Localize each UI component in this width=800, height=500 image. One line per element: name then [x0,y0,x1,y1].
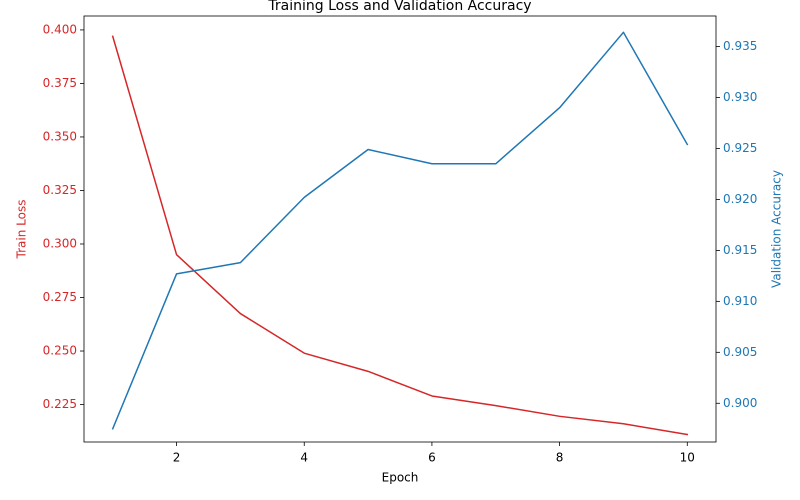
x-tick-label: 4 [300,451,308,465]
x-tick-label: 6 [428,451,436,465]
plot-frame [83,15,717,443]
y-left-tick-label: 0.325 [43,183,77,197]
y-left-tick-label: 0.300 [43,236,77,250]
series-line-left [111,35,689,436]
x-axis: 2 4 6 8 10 [173,442,695,465]
y-axis-right-title: Validation Accuracy [770,170,784,288]
y-right-tick-label: 0.915 [723,243,757,257]
x-tick-label: 8 [556,451,564,465]
y-left-tick-label: 0.225 [43,397,77,411]
chart-title: Training Loss and Validation Accuracy [267,0,531,14]
y-right-tick-label: 0.910 [723,294,757,308]
y-left-tick-label: 0.350 [43,129,77,143]
y-right-tick-label: 0.920 [723,192,757,206]
y-axis-right: 0.900 0.905 0.910 0.915 0.920 0.925 0.930 0.935 [716,39,757,410]
series-line-right [111,31,689,430]
y-axis-left: 0.225 0.250 0.275 0.300 0.325 0.350 0.375 0.400 [43,22,84,411]
y-axis-left-title: Train Loss [15,200,29,260]
y-right-tick-label: 0.925 [723,141,757,155]
y-left-tick-label: 0.375 [43,76,77,90]
x-tick-label: 10 [680,451,695,465]
y-left-tick-label: 0.250 [43,344,77,358]
y-left-tick-label: 0.275 [43,290,77,304]
x-tick-label: 2 [173,451,181,465]
y-left-tick-label: 0.400 [43,22,77,36]
y-right-tick-label: 0.905 [723,345,757,359]
x-axis-title: Epoch [382,471,419,485]
y-right-tick-label: 0.935 [723,39,757,53]
y-right-tick-label: 0.930 [723,90,757,104]
series-layer [111,31,689,436]
y-right-tick-label: 0.900 [723,396,757,410]
